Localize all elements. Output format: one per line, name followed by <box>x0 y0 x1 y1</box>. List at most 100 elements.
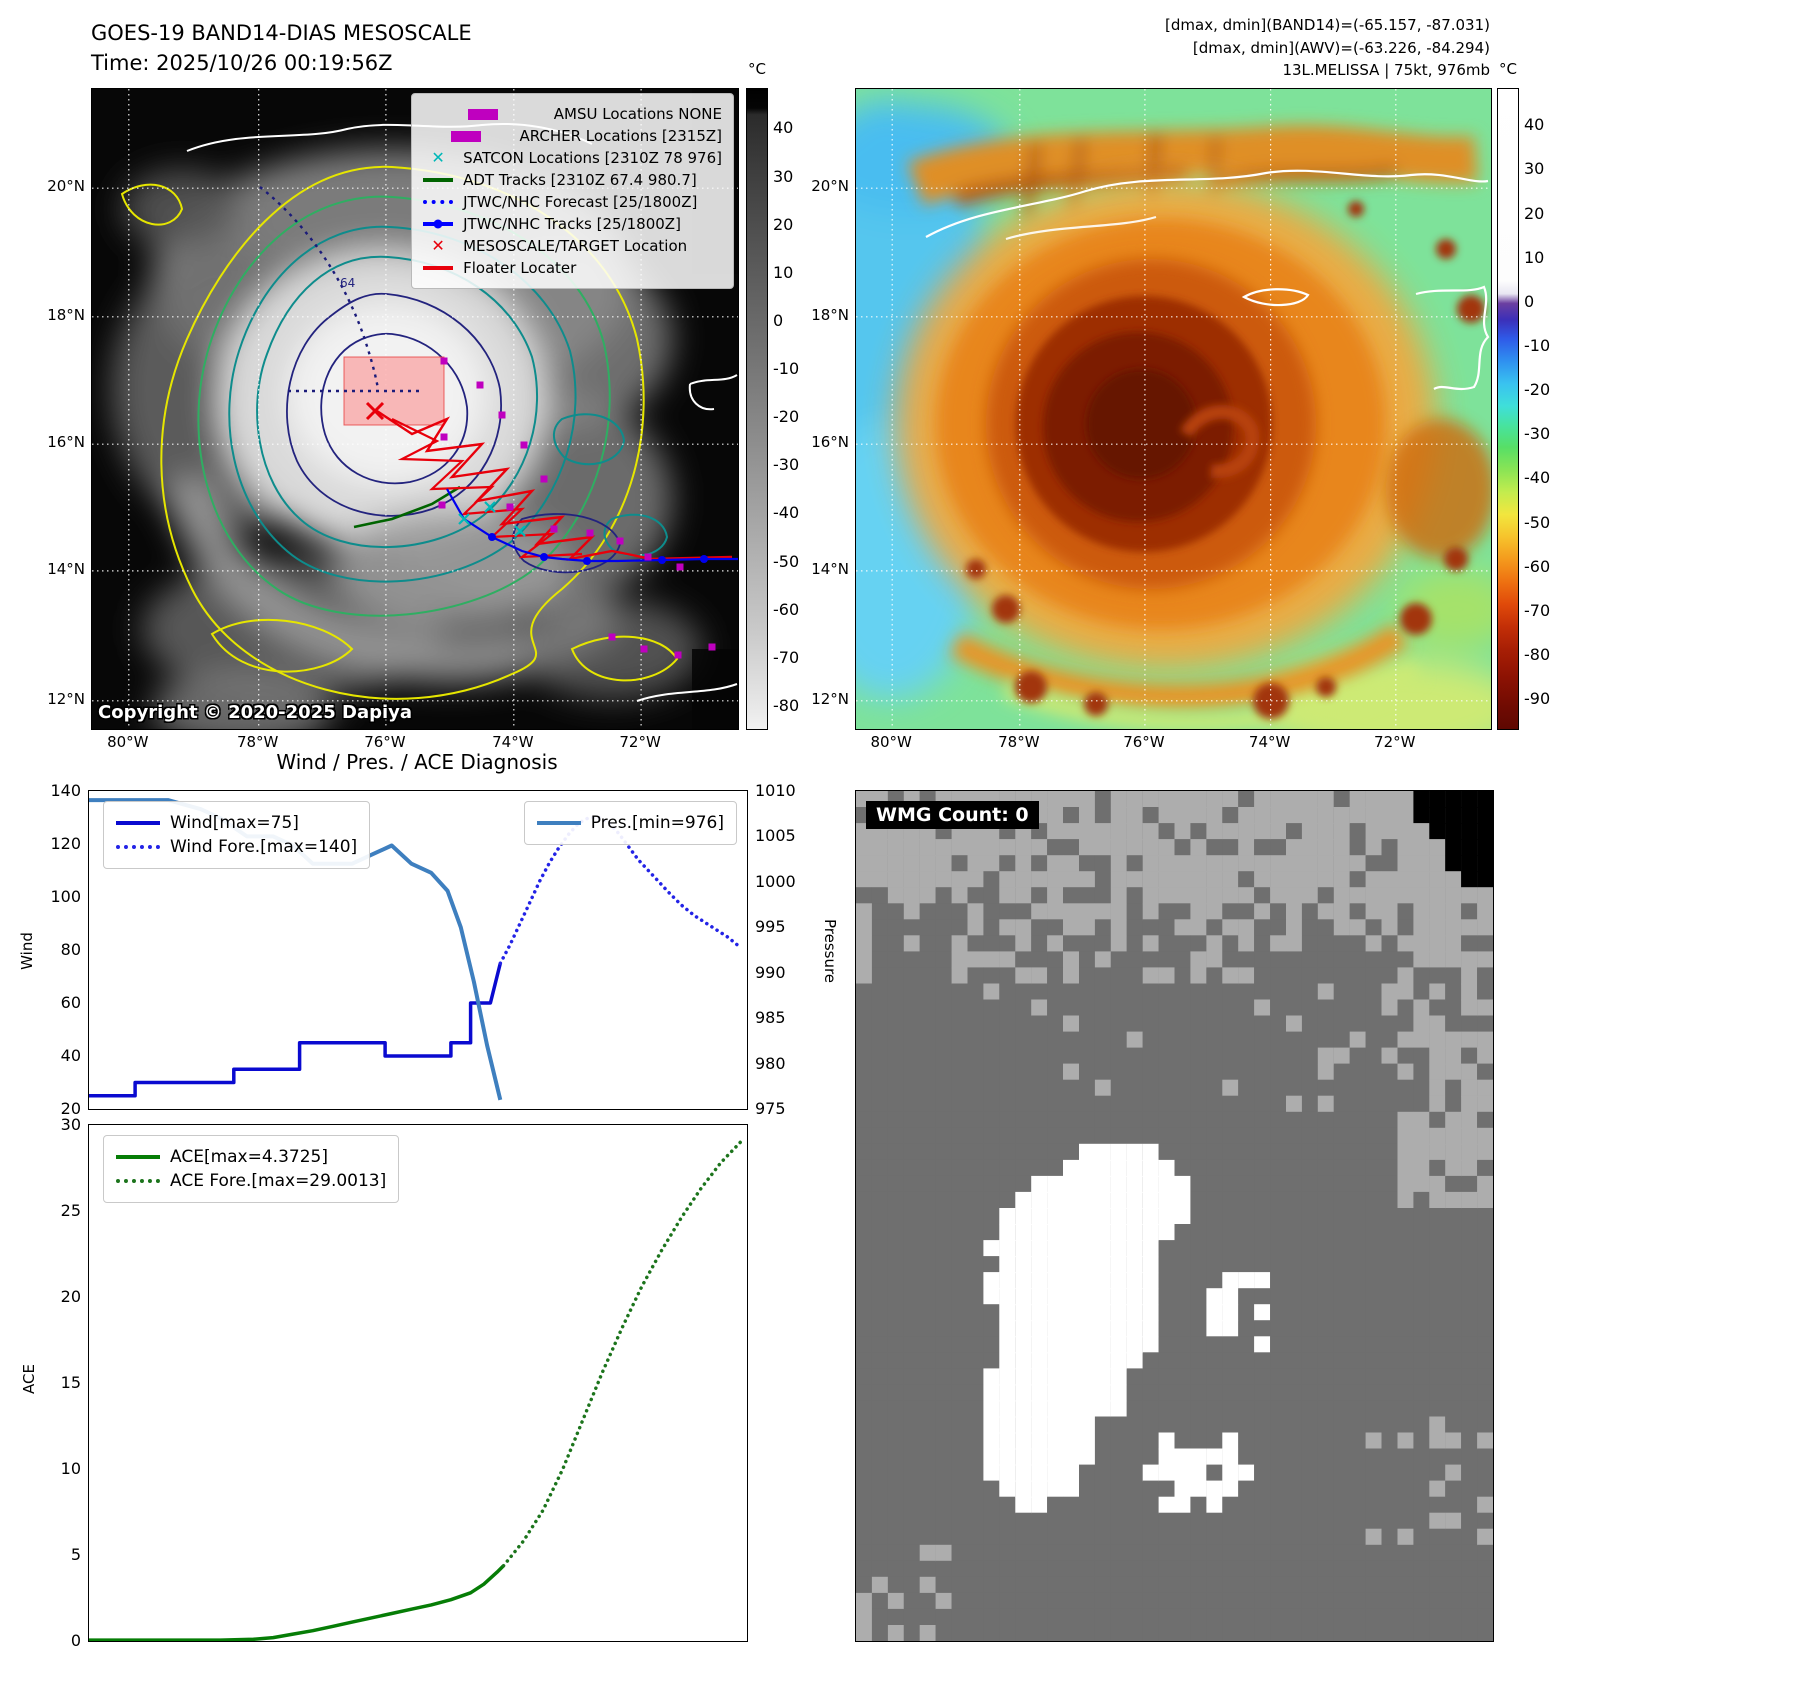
legend-label: Wind[max=75] <box>170 813 299 833</box>
legend-label: Pres.[min=976] <box>590 813 724 833</box>
lat-label: 12°N <box>47 689 85 708</box>
lat-label: 14°N <box>811 559 849 578</box>
lat-label: 16°N <box>811 433 849 452</box>
band14-colorbar: 40 30 20 10 0 -10 -20 -30 -40 -50 -60 -70 -80 <box>746 88 799 730</box>
colorbar-tick-label: 10 <box>1524 247 1545 267</box>
legend-entry: AMSU Locations NONE <box>423 105 722 123</box>
lon-label: 72°W <box>1374 733 1416 751</box>
awv-colorbar: 40 30 20 10 0 -10 -20 -30 -40 -50 -60 -70 -80 -90 <box>1497 88 1550 730</box>
lat-label: 20°N <box>47 177 85 196</box>
colorbar-tick-label: 10 <box>773 262 794 282</box>
colorbar-tick-label: -50 <box>773 551 800 571</box>
lat-label: 12°N <box>811 689 849 708</box>
colorbar-tick-label: 20 <box>773 214 794 234</box>
wind-axis-label: Wind <box>17 932 36 970</box>
charts-section-title: Wind / Pres. / ACE Diagnosis <box>276 750 558 774</box>
series-line <box>501 1140 743 1568</box>
axis-tick-label: 980 <box>755 1053 786 1073</box>
axis-tick-label: 100 <box>50 887 81 906</box>
lon-label: 74°W <box>1248 733 1291 751</box>
latlon-grid <box>856 89 1491 729</box>
legend-entry: ARCHER Locations [2315Z] <box>423 127 722 145</box>
legend-label: JTWC/NHC Tracks [25/1800Z] <box>463 215 681 233</box>
colorbar-tick-label: 40 <box>1524 115 1545 135</box>
dotted-marker <box>116 1179 160 1183</box>
legend-entry: ADT Tracks [2310Z 67.4 980.7] <box>423 171 722 189</box>
mesoscale-target-marker <box>365 401 385 421</box>
colorbar-tick-label: -40 <box>1524 468 1551 488</box>
line-marker <box>423 178 454 182</box>
line-dot-marker <box>423 219 454 229</box>
contour-value-label: 64 <box>340 276 355 290</box>
axis-tick-label: 30 <box>60 1115 81 1134</box>
copyright-watermark: Copyright © 2020-2025 Dapiya <box>98 702 413 723</box>
lon-label: 76°W <box>364 733 406 751</box>
legend-entry: JTWC/NHC Forecast [25/1800Z] <box>423 193 722 211</box>
colorbar-tick-label: 0 <box>773 310 784 330</box>
lon-label: 80°W <box>107 733 149 751</box>
pressure-axis-label: Pressure <box>821 918 840 984</box>
lon-label: 74°W <box>492 733 534 751</box>
dmax-dmin-awv: [dmax, dmin](AWV)=(-63.226, -84.294) <box>1192 38 1490 57</box>
right-header: [dmax, dmin](BAND14)=(-65.157, -87.031) … <box>1165 14 1490 82</box>
dot-marker <box>433 219 443 229</box>
awv-satellite-image <box>856 89 1491 729</box>
colorbar-tick-label: -50 <box>1524 512 1551 532</box>
legend-label: ACE[max=4.3725] <box>170 1147 328 1167</box>
left-header: GOES-19 BAND14-DIAS MESOSCALE Time: 2025… <box>91 18 472 79</box>
colorbar-tick-label: -40 <box>773 503 800 523</box>
axis-tick-label: 20 <box>60 1287 81 1306</box>
legend-label: AMSU Locations NONE <box>553 105 722 123</box>
ace-legend: ACE[max=4.3725] ACE Fore.[max=29.0013] <box>103 1135 400 1203</box>
colorbar-tick-label: -30 <box>1524 424 1551 444</box>
legend-entry: ACE Fore.[max=29.0013] <box>116 1171 386 1191</box>
band14-colorbar-unit: °C <box>748 60 766 78</box>
map-legend: AMSU Locations NONE ARCHER Locations [231… <box>411 93 734 289</box>
series-line <box>89 962 502 1098</box>
legend-label: ADT Tracks [2310Z 67.4 980.7] <box>463 171 697 189</box>
axis-tick-label: 120 <box>50 834 81 853</box>
dotted-marker <box>116 845 160 849</box>
axis-tick-label: 1000 <box>755 871 796 891</box>
wmg-count-badge: WMG Count: 0 <box>866 801 1039 829</box>
archer-location-markers <box>438 357 716 659</box>
colorbar-tick-label: -10 <box>1524 336 1551 355</box>
legend-label: Floater Locater <box>463 259 577 277</box>
coastlines <box>925 169 1490 391</box>
track-overlays <box>259 186 738 659</box>
legend-entry: JTWC/NHC Tracks [25/1800Z] <box>423 215 722 233</box>
band14-map-panel: 64 AMSU Locations NONE ARCHER Locations [… <box>91 88 739 730</box>
legend-entry: Wind[max=75] <box>116 813 357 833</box>
axis-tick-label: 15 <box>60 1373 81 1392</box>
legend-label: MESOSCALE/TARGET Location <box>463 237 688 255</box>
spiral-bands <box>949 201 1491 729</box>
line-marker <box>423 266 454 270</box>
cuba-convection <box>907 125 1478 220</box>
axis-tick-label: 25 <box>60 1201 81 1220</box>
lat-label: 18°N <box>811 305 849 324</box>
colorbar-tick-label: 40 <box>773 118 794 138</box>
legend-entry: Floater Locater <box>423 259 722 277</box>
satcon-location-markers <box>458 501 526 537</box>
dmax-dmin-band14: [dmax, dmin](BAND14)=(-65.157, -87.031) <box>1165 16 1490 34</box>
colorbar-tick-label: -80 <box>773 695 800 715</box>
axis-tick-label: 80 <box>60 940 81 959</box>
colorbar-tick-label: 30 <box>1524 159 1545 179</box>
colorbar-tick-label: -20 <box>1524 380 1551 400</box>
ace-axis-label: ACE <box>19 1364 38 1394</box>
line-marker <box>116 821 160 825</box>
axis-tick-label: 40 <box>60 1046 81 1065</box>
legend-entry: Wind Fore.[max=140] <box>116 837 357 857</box>
dotted-marker <box>423 200 454 204</box>
colorbar-tick-label: -60 <box>773 599 800 619</box>
series-line <box>89 1564 505 1642</box>
legend-label: SATCON Locations [2310Z 78 976] <box>463 149 722 167</box>
ace-plot <box>89 1140 743 1642</box>
axis-tick-label: 20 <box>60 1099 81 1118</box>
pressure-legend: Pres.[min=976] <box>523 801 737 845</box>
colorbar-tick-label: -90 <box>1524 689 1551 709</box>
lon-label: 78°W <box>236 733 279 751</box>
lon-label: 76°W <box>1123 733 1165 751</box>
legend-label: ACE Fore.[max=29.0013] <box>170 1171 387 1191</box>
